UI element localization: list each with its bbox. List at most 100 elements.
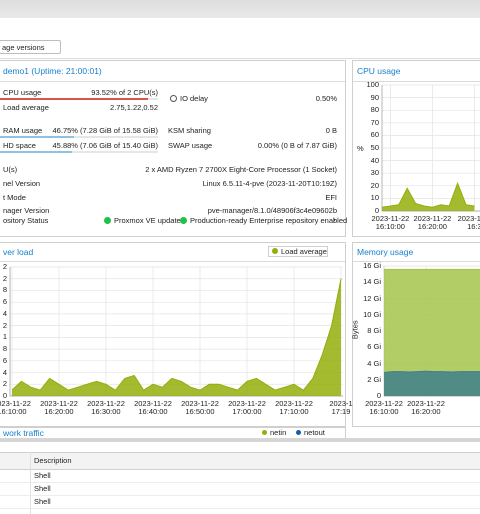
network-title: work traffic xyxy=(3,428,44,438)
network-panel xyxy=(0,427,346,439)
y-tick-label: 8 xyxy=(2,344,7,354)
legend-label[interactable]: netin xyxy=(270,428,287,437)
x-tick-label: 2023-1 17:19 xyxy=(329,399,353,417)
load-header xyxy=(0,243,345,262)
kernel-value: Linux 6.5.11-4-pve (2023-11-20T10:19Z) xyxy=(202,179,337,188)
y-tick-label: 1 xyxy=(2,332,7,342)
cpu-value: 93.52% of 2 CPU(s) xyxy=(91,88,158,97)
table-column-line xyxy=(30,452,31,514)
x-tick-label: 2023-11-22 16:20:00 xyxy=(40,399,78,417)
y-tick-label: 100 xyxy=(366,80,379,89)
area xyxy=(384,269,480,396)
kernel-label: nel Version xyxy=(3,179,41,188)
ksm-label: KSM sharing xyxy=(168,126,211,135)
hd-bar xyxy=(0,151,73,153)
separator xyxy=(0,438,480,442)
x-tick-label: 2023-11-22 17:00:00 xyxy=(228,399,266,417)
x-tick-label: 2023-11-22 16:50:00 xyxy=(181,399,219,417)
y-tick-label: 2 xyxy=(2,273,7,283)
legend-label[interactable]: Load average xyxy=(281,247,327,256)
y-tick-label: 8 xyxy=(2,285,7,295)
repo-arrow[interactable]: › xyxy=(333,215,336,224)
cpu-axis-label: % xyxy=(357,144,364,153)
toolbar xyxy=(0,34,480,59)
y-tick-label: 2 Gi xyxy=(367,374,381,384)
y-tick-label: 0 xyxy=(2,391,7,400)
y-tick-label: 6 xyxy=(2,297,7,307)
x-tick-label: 2023-11-22 16:30:00 xyxy=(87,399,125,417)
top-bar xyxy=(0,0,480,18)
manager-value: pve-manager/8.1.0/48906f3c4e09602b xyxy=(207,206,337,215)
y-tick-label: 20 xyxy=(370,180,379,190)
ram-label: RAM usage xyxy=(3,126,43,135)
memory-header xyxy=(353,243,480,262)
manager-label: nager Version xyxy=(3,206,50,215)
y-tick-label: 0 xyxy=(376,391,381,400)
y-tick-label: 60 xyxy=(370,130,379,140)
legend-label[interactable]: netout xyxy=(304,428,325,437)
ram-value: 46.75% (7.28 GiB of 15.58 GiB) xyxy=(52,126,158,135)
legend-box[interactable] xyxy=(268,246,328,257)
hd-bar-track xyxy=(0,151,158,153)
load-label: Load average xyxy=(3,103,49,112)
y-tick-label: 2 xyxy=(2,379,7,389)
versions-button[interactable]: age versions xyxy=(0,40,61,54)
y-tick-label: 4 Gi xyxy=(367,358,381,368)
y-tick-label: 16 Gi xyxy=(363,261,381,270)
boot-value: EFI xyxy=(325,193,337,202)
y-tick-label: 4 xyxy=(2,308,7,318)
y-tick-label: 50 xyxy=(370,143,379,152)
swap-value: 0.00% (0 B of 7.87 GiB) xyxy=(257,141,337,150)
table-header-cell: Description xyxy=(34,456,72,465)
x-tick-label: 2023-11-22 16:10:00 xyxy=(365,399,403,417)
table-header xyxy=(0,452,480,470)
area-line xyxy=(383,370,480,373)
x-tick-label: 2023-11-22 16:20:00 xyxy=(413,214,452,232)
cpus-label: U(s) xyxy=(3,165,18,174)
y-tick-label: 90 xyxy=(370,92,379,102)
repo-label: ository Status xyxy=(3,216,49,225)
load-chart-title: ver load xyxy=(3,247,34,257)
cpu-label: CPU usage xyxy=(3,88,42,97)
x-tick-label: 2023-11-2 16:3 xyxy=(457,214,480,232)
boot-label: t Mode xyxy=(3,193,26,202)
memory-chart-title: Memory usage xyxy=(357,247,414,257)
legend-dot xyxy=(296,430,301,435)
y-tick-label: 0 xyxy=(374,206,379,215)
table-row-line xyxy=(0,482,480,483)
hd-value: 45.88% (7.06 GiB of 15.40 GiB) xyxy=(52,141,158,150)
swap-label: SWAP usage xyxy=(168,141,213,150)
table-cell: Shell xyxy=(34,484,51,493)
io-label: IO delay xyxy=(180,94,208,103)
y-tick-label: 4 xyxy=(2,367,7,377)
area-line xyxy=(11,278,342,391)
x-tick-label: 2023-11-22 16:20:00 xyxy=(407,399,445,417)
ksm-value: 0 B xyxy=(325,126,337,135)
ram-bar-track xyxy=(0,136,158,138)
summary-panel xyxy=(0,60,346,237)
repo-updates: Proxmox VE updates xyxy=(114,216,185,225)
y-tick-label: 14 Gi xyxy=(363,277,381,287)
y-tick-label: 30 xyxy=(370,168,379,178)
io-value: 0.50% xyxy=(315,94,337,103)
table-row-line xyxy=(0,495,480,496)
y-tick-label: 6 Gi xyxy=(367,342,381,352)
y-tick-label: 8 Gi xyxy=(367,326,381,335)
legend-dot xyxy=(262,430,267,435)
cpu-bar xyxy=(0,98,148,100)
y-tick-label: 2 xyxy=(2,320,7,330)
repo-enterprise: Production-ready Enterprise repository e… xyxy=(190,216,348,225)
cpu-chart-title: CPU usage xyxy=(357,66,401,76)
x-tick-label: 2023-11-22 16:10:00 xyxy=(0,399,31,417)
y-tick-label: 40 xyxy=(370,155,379,165)
legend-dot xyxy=(272,248,278,254)
x-tick-label: 2023-11-22 16:10:00 xyxy=(371,214,410,232)
check-icon xyxy=(180,217,187,224)
x-tick-label: 2023-11-22 17:10:00 xyxy=(275,399,313,417)
summary-header xyxy=(0,61,345,82)
area xyxy=(384,371,480,396)
io-icon xyxy=(170,95,177,102)
y-tick-label: 2 xyxy=(2,262,7,271)
y-tick-label: 80 xyxy=(370,105,379,115)
